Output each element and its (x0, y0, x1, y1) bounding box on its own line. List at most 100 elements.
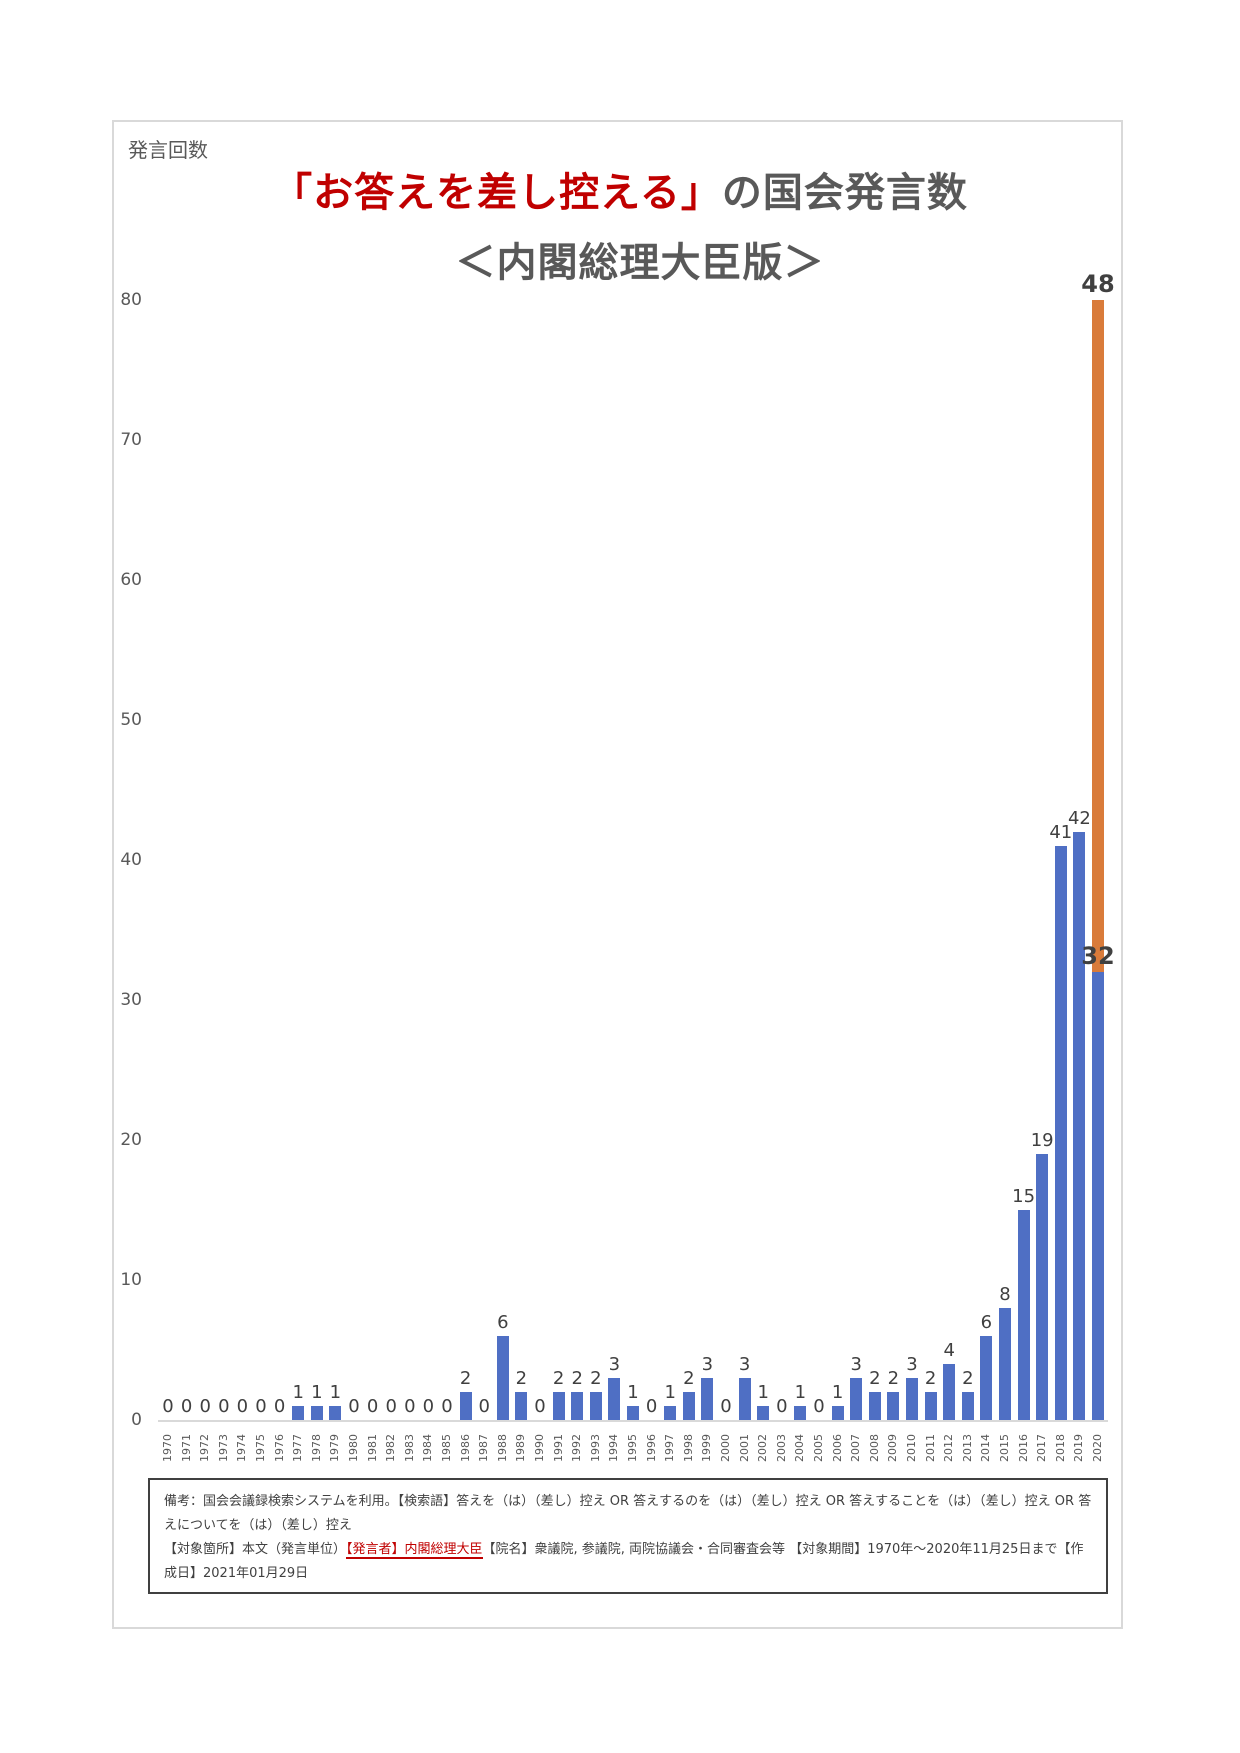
y-tick-label: 40 (120, 850, 142, 870)
data-label: 2 (924, 1368, 937, 1389)
x-tick-label: 1990 (533, 1434, 546, 1462)
x-tick-label: 2018 (1053, 1434, 1067, 1462)
x-tick-label: 1976 (272, 1434, 286, 1462)
x-tick-label: 1987 (477, 1434, 491, 1462)
notes-house-period: 【院名】衆議院, 参議院, 両院協議会・合同審査会等 【対象期間】1970年〜2… (164, 1542, 1084, 1581)
data-label: 0 (180, 1396, 193, 1417)
data-label: 1 (757, 1382, 769, 1403)
notes-search-terms: 備考：国会会議録検索システムを利用。【検索語】答えを（は）（差し）控え OR 答… (164, 1494, 1092, 1533)
data-label: 0 (404, 1396, 416, 1417)
x-tick-label: 2008 (867, 1434, 881, 1462)
data-label: 1 (311, 1382, 323, 1403)
data-label: 6 (497, 1312, 509, 1333)
data-label: 2 (962, 1368, 974, 1389)
data-label: 2 (515, 1368, 528, 1389)
x-tick-label: 1988 (495, 1434, 509, 1462)
bar (682, 1392, 695, 1420)
x-tick-label: 2004 (793, 1434, 807, 1462)
bar (459, 1392, 472, 1420)
data-label: 1 (664, 1382, 676, 1403)
notes-scope: 【対象箇所】本文（発言単位）【発言者】内閣総理大臣【院名】衆議院, 参議院, 両… (164, 1538, 1092, 1586)
x-tick-label: 2005 (812, 1434, 825, 1462)
bar (292, 1406, 305, 1420)
bar (1036, 1154, 1049, 1420)
bar (552, 1392, 565, 1420)
bar (329, 1406, 342, 1420)
data-label: 1 (794, 1382, 807, 1403)
chart-title-rest: の国会発言数 (721, 170, 968, 216)
chart-title: 「お答えを差し控える」の国会発言数 (0, 160, 1240, 218)
data-label: 42 (1067, 808, 1091, 829)
data-label: 19 (1030, 1130, 1054, 1151)
bar (589, 1392, 602, 1420)
x-axis-line (158, 1420, 1108, 1422)
x-tick-label: 1999 (700, 1434, 714, 1462)
bar (887, 1392, 900, 1420)
data-label: 2 (571, 1368, 583, 1389)
y-tick-label: 10 (120, 1270, 142, 1290)
x-tick-label: 1997 (663, 1434, 677, 1462)
data-label: 2 (683, 1368, 695, 1389)
x-tick-label: 1993 (588, 1434, 602, 1462)
x-tick-label: 1982 (384, 1434, 398, 1462)
x-tick-label: 1991 (551, 1434, 565, 1462)
data-label: 2 (552, 1368, 565, 1389)
x-tick-label: 2016 (1016, 1434, 1030, 1462)
data-label: 6 (980, 1312, 993, 1333)
x-tick-label: 2009 (886, 1434, 900, 1462)
x-tick-label: 2012 (942, 1434, 956, 1462)
bar (701, 1378, 714, 1420)
bar (515, 1392, 528, 1420)
x-tick-label: 1979 (328, 1434, 342, 1462)
x-tick-label: 1970 (161, 1434, 174, 1462)
data-label: 3 (701, 1354, 714, 1375)
data-label: 0 (218, 1396, 230, 1417)
data-label: 0 (813, 1396, 825, 1417)
x-tick-label: 2015 (998, 1434, 1011, 1462)
y-tick-label: 50 (120, 710, 142, 730)
x-tick-label: 2003 (774, 1434, 788, 1462)
x-tick-label: 1984 (421, 1434, 435, 1462)
bar (868, 1392, 881, 1420)
x-tick-label: 1996 (644, 1434, 658, 1462)
x-tick-label: 1973 (216, 1434, 230, 1462)
x-tick-label: 1998 (681, 1434, 695, 1462)
data-label: 0 (478, 1396, 490, 1417)
x-tick-label: 1975 (254, 1434, 267, 1462)
data-label: 0 (273, 1396, 286, 1417)
data-label: 2 (887, 1368, 900, 1389)
x-tick-label: 1980 (347, 1434, 360, 1462)
data-label: 0 (720, 1396, 732, 1417)
data-label: 3 (850, 1354, 862, 1375)
bar (310, 1406, 323, 1420)
x-tick-label: 1983 (402, 1434, 416, 1462)
x-tick-label: 1994 (607, 1434, 621, 1462)
bar-extra (1092, 300, 1104, 972)
y-tick-label: 80 (120, 290, 142, 310)
x-tick-label: 2001 (737, 1434, 751, 1462)
data-label: 0 (441, 1396, 453, 1417)
bar (608, 1378, 621, 1420)
bar (943, 1364, 956, 1420)
bar (980, 1336, 993, 1420)
data-label: 0 (385, 1396, 397, 1417)
data-label: 0 (236, 1396, 249, 1417)
chart-subtitle: ＜内閣総理大臣版＞ (455, 240, 825, 286)
data-label: 32 (1081, 942, 1115, 970)
data-label: 41 (1049, 822, 1073, 843)
data-label: 0 (199, 1396, 211, 1417)
notes-target: 【対象箇所】本文（発言単位） (164, 1542, 347, 1557)
data-label: 1 (627, 1382, 639, 1403)
chart-frame (112, 120, 1123, 1629)
data-label: 1 (292, 1382, 304, 1403)
bar (850, 1378, 863, 1420)
y-tick-label: 20 (120, 1130, 142, 1150)
x-tick-label: 1986 (458, 1434, 472, 1462)
bar (999, 1308, 1011, 1420)
x-tick-label: 2017 (1035, 1434, 1049, 1462)
bar (1092, 972, 1104, 1420)
data-label: 0 (422, 1396, 435, 1417)
bar (924, 1392, 937, 1420)
x-tick-label: 2000 (719, 1434, 732, 1462)
chart-title-highlight: 「お答えを差し控える」 (272, 170, 722, 216)
